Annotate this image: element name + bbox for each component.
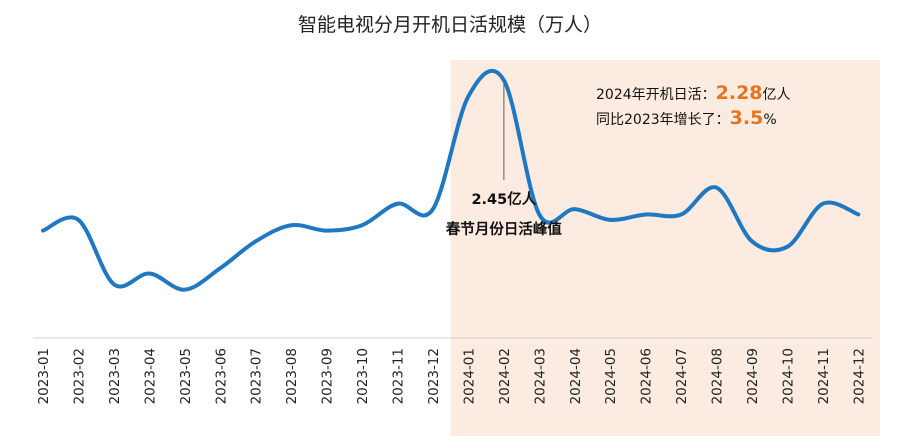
x-tick-label: 2024-12 [851, 348, 867, 404]
series-line [41, 68, 861, 292]
x-tick-label: 2023-07 [249, 348, 265, 404]
x-tick-label: 2023-01 [36, 348, 52, 404]
summary-suffix-2: % [763, 112, 776, 128]
peak-label-value: 2.45亿人 [471, 190, 536, 208]
peak-label-desc: 春节月份日活峰值 [446, 220, 562, 238]
summary-prefix-2: 同比2023年增长了： [596, 112, 730, 128]
x-tick-label: 2024-03 [532, 348, 548, 404]
x-tick-label: 2023-06 [213, 348, 229, 404]
x-tick-label: 2023-09 [320, 348, 336, 404]
x-tick-label: 2024-10 [780, 348, 796, 404]
x-tick-label: 2024-07 [674, 348, 690, 404]
summary-value-1: 2.28 [716, 82, 763, 104]
summary-line-2: 同比2023年增长了：3.5% [596, 107, 777, 129]
summary-suffix-1: 亿人 [763, 87, 791, 103]
x-tick-label: 2024-09 [745, 348, 761, 404]
x-tick-label: 2024-05 [603, 348, 619, 404]
highlight-region-2024 [450, 60, 881, 436]
x-tick-label: 2023-03 [107, 348, 123, 404]
x-tick-label: 2024-02 [497, 348, 513, 404]
x-tick-label: 2023-10 [355, 348, 371, 404]
summary-value-2: 3.5 [730, 107, 764, 129]
x-axis-ticks: 2023-01 2023-02 2023-03 2023-04 2023-05 2023-… [36, 348, 867, 404]
x-tick-label: 2024-08 [710, 348, 726, 404]
x-tick-label: 2023-08 [284, 348, 300, 404]
x-tick-label: 2024-06 [639, 348, 655, 404]
x-tick-label: 2023-05 [178, 348, 194, 404]
x-tick-label: 2023-12 [426, 348, 442, 404]
x-tick-label: 2023-02 [71, 348, 87, 404]
x-tick-label: 2024-04 [568, 348, 584, 404]
summary-prefix-1: 2024年开机日活： [596, 87, 716, 103]
x-tick-label: 2023-11 [391, 348, 407, 404]
x-tick-label: 2024-11 [816, 348, 832, 404]
x-tick-label: 2023-04 [142, 348, 158, 404]
x-tick-label: 2024-01 [461, 348, 477, 404]
summary-line-1: 2024年开机日活：2.28亿人 [596, 82, 791, 104]
chart-title: 智能电视分月开机日活规模（万人） [298, 14, 602, 36]
